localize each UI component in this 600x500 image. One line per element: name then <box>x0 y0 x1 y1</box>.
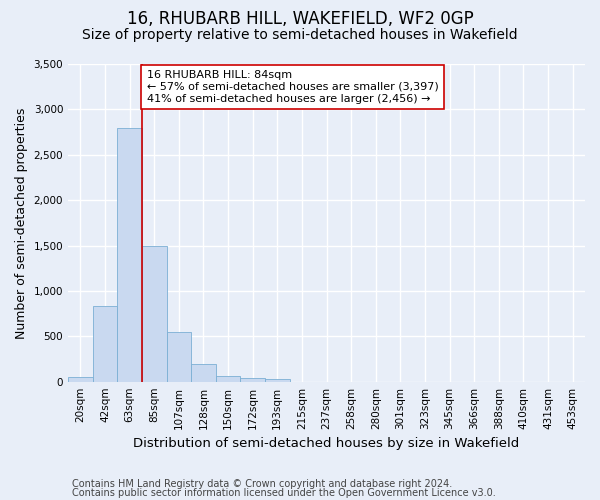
Text: Contains HM Land Registry data © Crown copyright and database right 2024.: Contains HM Land Registry data © Crown c… <box>72 479 452 489</box>
Bar <box>216 376 241 382</box>
X-axis label: Distribution of semi-detached houses by size in Wakefield: Distribution of semi-detached houses by … <box>133 437 520 450</box>
Text: 16 RHUBARB HILL: 84sqm
← 57% of semi-detached houses are smaller (3,397)
41% of : 16 RHUBARB HILL: 84sqm ← 57% of semi-det… <box>147 70 439 104</box>
Bar <box>241 378 265 382</box>
Bar <box>265 379 290 382</box>
Bar <box>92 306 117 382</box>
Bar <box>167 332 191 382</box>
Bar <box>142 246 167 382</box>
Text: 16, RHUBARB HILL, WAKEFIELD, WF2 0GP: 16, RHUBARB HILL, WAKEFIELD, WF2 0GP <box>127 10 473 28</box>
Bar <box>191 364 216 382</box>
Text: Size of property relative to semi-detached houses in Wakefield: Size of property relative to semi-detach… <box>82 28 518 42</box>
Bar <box>68 376 92 382</box>
Bar <box>117 128 142 382</box>
Y-axis label: Number of semi-detached properties: Number of semi-detached properties <box>15 107 28 338</box>
Text: Contains public sector information licensed under the Open Government Licence v3: Contains public sector information licen… <box>72 488 496 498</box>
